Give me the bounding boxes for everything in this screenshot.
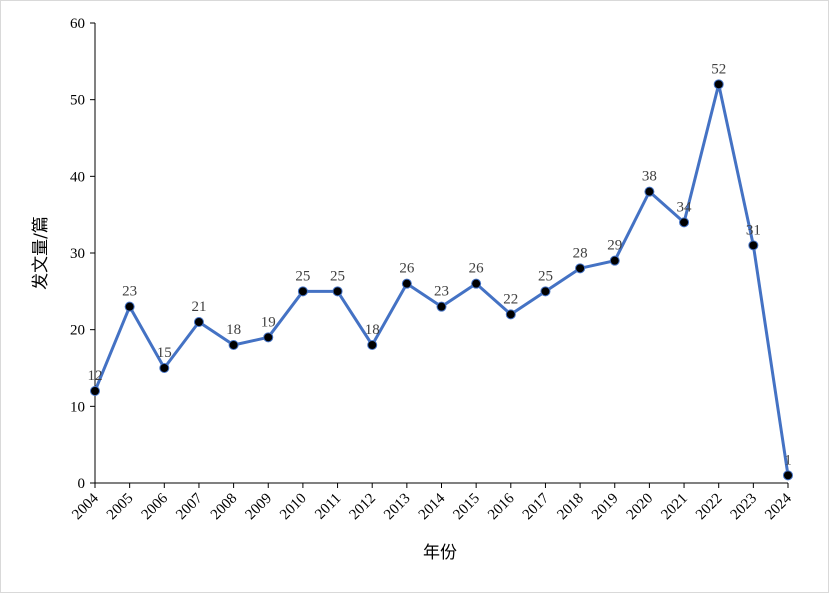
y-tick-label: 20	[70, 323, 85, 339]
data-label: 1	[784, 452, 792, 468]
data-label: 22	[503, 291, 518, 307]
x-tick-label: 2010	[277, 491, 310, 524]
x-tick-label: 2012	[347, 491, 380, 524]
data-label: 18	[226, 322, 241, 338]
data-point	[367, 340, 378, 350]
y-tick-label: 30	[70, 246, 85, 262]
x-tick-label: 2014	[416, 490, 449, 523]
data-point	[609, 255, 620, 266]
x-tick-label: 2017	[520, 490, 553, 523]
data-label: 18	[365, 322, 380, 338]
data-label: 25	[538, 268, 553, 284]
data-labels: 12 23 15 21 18 19 25 25 18 26 23 26 22 25 28 29 38 34 52 31…	[88, 61, 792, 468]
data-point	[748, 240, 759, 251]
data-point	[228, 340, 239, 350]
y-axis-title: 发文量/篇	[31, 216, 51, 290]
x-tick-label: 2013	[381, 491, 414, 524]
y-axis-ticks: 0 10 20 30 40 50 60	[70, 16, 95, 492]
x-tick-label: 2016	[485, 490, 518, 523]
data-point	[679, 217, 690, 228]
data-point	[401, 278, 412, 289]
data-point	[124, 301, 135, 312]
axes	[94, 23, 788, 484]
x-tick-label: 2008	[208, 491, 241, 524]
x-tick-label: 2020	[624, 491, 657, 524]
data-label: 12	[88, 368, 103, 384]
data-label: 26	[399, 261, 415, 277]
data-label: 21	[191, 299, 206, 315]
data-label: 26	[469, 261, 485, 277]
y-tick-label: 40	[70, 169, 85, 185]
data-label: 23	[122, 284, 137, 300]
x-tick-label: 2018	[554, 491, 587, 524]
data-point	[783, 470, 793, 481]
x-tick-label: 2021	[658, 491, 691, 524]
data-label: 25	[330, 268, 345, 284]
x-tick-label: 2004	[69, 490, 102, 523]
data-point	[471, 278, 482, 289]
x-axis-ticks: 2004 2005 2006 2007 2008 2009 2010 2011 2012 2013…	[69, 483, 795, 523]
data-point	[713, 79, 724, 90]
x-tick-label: 2024	[762, 490, 795, 523]
data-label: 15	[157, 345, 172, 361]
y-tick-label: 60	[70, 16, 85, 32]
data-label: 28	[573, 245, 588, 261]
x-tick-label: 2005	[104, 491, 137, 524]
data-label: 34	[677, 199, 693, 215]
data-points	[90, 79, 793, 481]
series-line	[93, 82, 790, 476]
data-point	[159, 363, 170, 373]
x-tick-label: 2023	[728, 491, 761, 524]
data-point	[436, 301, 447, 312]
data-label: 19	[261, 314, 276, 330]
data-label: 29	[607, 238, 622, 254]
x-tick-label: 2019	[589, 491, 622, 524]
data-label: 31	[746, 222, 761, 238]
data-point	[332, 286, 343, 297]
data-point	[540, 286, 551, 297]
x-axis-title: 年份	[423, 543, 457, 563]
data-label: 38	[642, 169, 657, 185]
x-tick-label: 2011	[312, 491, 344, 523]
data-point	[297, 286, 308, 297]
data-point	[505, 309, 516, 320]
data-point	[263, 332, 274, 343]
data-point	[90, 386, 100, 396]
y-tick-label: 10	[70, 399, 85, 415]
data-point	[644, 186, 655, 197]
x-tick-label: 2009	[243, 491, 276, 524]
data-point	[193, 317, 204, 327]
x-tick-label: 2007	[173, 490, 206, 523]
x-tick-label: 2022	[693, 491, 726, 524]
data-label: 52	[711, 61, 726, 77]
y-tick-label: 50	[70, 93, 85, 109]
x-tick-label: 2015	[450, 491, 483, 524]
data-label: 25	[295, 268, 310, 284]
x-tick-label: 2006	[139, 490, 172, 523]
y-tick-label: 0	[78, 476, 86, 492]
data-point	[575, 263, 586, 274]
data-label: 23	[434, 284, 449, 300]
